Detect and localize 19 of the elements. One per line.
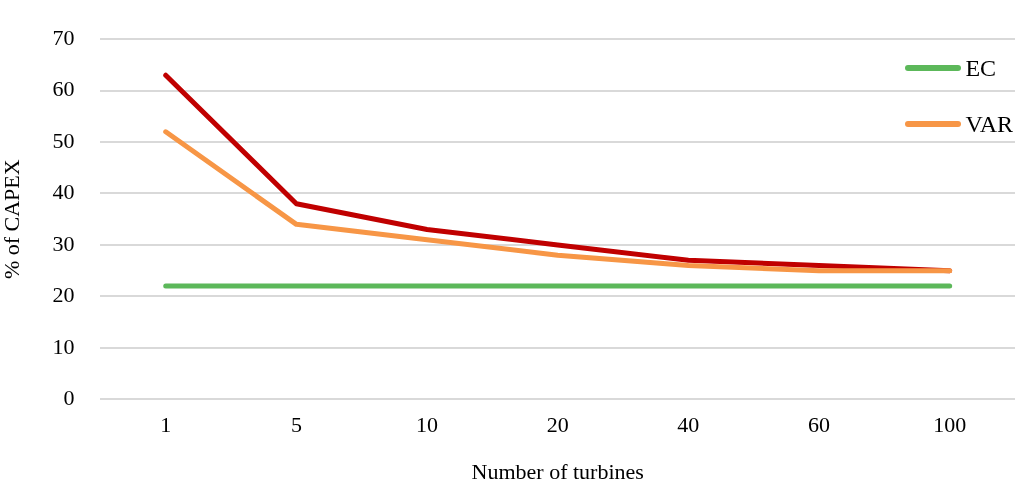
- y-tick-label: 30: [52, 230, 75, 256]
- y-tick-label: 60: [52, 76, 75, 102]
- legend-label: VAR: [965, 110, 1013, 138]
- x-tick-label: 40: [677, 412, 700, 438]
- x-tick-label: 5: [290, 412, 302, 438]
- y-tick-label: 70: [52, 24, 75, 50]
- y-tick-label: 10: [52, 333, 75, 359]
- y-tick-label: 50: [52, 127, 75, 153]
- x-tick-label: 100: [933, 412, 967, 438]
- y-tick-label: 0: [63, 384, 75, 410]
- legend-label: EC: [965, 54, 997, 82]
- y-axis-title: % of CAPEX: [0, 159, 24, 280]
- x-tick-label: 10: [416, 412, 439, 438]
- y-tick-label: 40: [52, 179, 75, 205]
- y-tick-label: 20: [52, 282, 75, 308]
- x-tick-label: 1: [160, 412, 172, 438]
- x-axis-title: Number of turbines: [471, 458, 644, 484]
- x-tick-label: 60: [808, 412, 831, 438]
- x-tick-label: 20: [546, 412, 569, 438]
